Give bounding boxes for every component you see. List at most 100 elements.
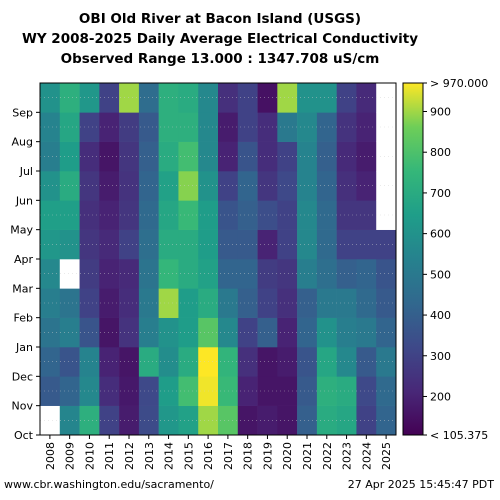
heatmap-cell: [376, 317, 397, 348]
x-tick-label: 2008: [44, 442, 57, 470]
heatmap-cell: [297, 376, 318, 406]
heatmap-cell: [79, 83, 100, 113]
heatmap-cell: [40, 317, 61, 348]
heatmap-cell: [237, 288, 258, 318]
x-tick-label: 2013: [143, 442, 156, 470]
heatmap-cell: [99, 317, 120, 348]
heatmap-cell: [277, 171, 298, 201]
heatmap-cell: [99, 112, 120, 142]
heatmap-cell: [237, 229, 258, 260]
heatmap-cell: [297, 317, 318, 348]
x-tick-label: 2012: [123, 442, 136, 470]
heatmap-cell: [119, 112, 140, 142]
heatmap-cell: [277, 288, 298, 318]
heatmap-cell: [79, 376, 100, 406]
x-tick-label: 2009: [64, 442, 77, 470]
heatmap-cell: [119, 171, 140, 201]
heatmap-cell: [119, 376, 140, 406]
heatmap-cell: [277, 347, 298, 377]
heatmap-cell: [277, 83, 298, 113]
heatmap-cell: [59, 259, 80, 289]
heatmap-cell: [297, 171, 318, 201]
y-tick-label: Oct: [14, 429, 34, 442]
heatmap-cell: [336, 171, 357, 201]
colorbar-tick-label: > 970.000: [430, 77, 488, 90]
footer-timestamp: 27 Apr 2025 15:45:47 PDT: [347, 478, 494, 491]
heatmap-cell: [316, 405, 337, 436]
heatmap-cell: [59, 83, 80, 113]
heatmap-cell: [336, 288, 357, 318]
colorbar-tick-label: 200: [430, 390, 451, 403]
heatmap-cell: [316, 83, 337, 113]
heatmap-cell: [40, 171, 61, 201]
heatmap-cell: [376, 171, 397, 201]
x-tick-label: 2024: [360, 442, 373, 470]
x-tick-label: 2021: [301, 442, 314, 470]
heatmap-cell: [356, 259, 377, 289]
heatmap-cell: [257, 405, 278, 436]
heatmap-cell: [257, 112, 278, 142]
heatmap-cell: [297, 141, 318, 172]
heatmap-cell: [119, 317, 140, 348]
x-tick-label: 2018: [242, 442, 255, 470]
heatmap-cell: [376, 288, 397, 318]
heatmap-cell: [376, 141, 397, 172]
heatmap-cell: [376, 376, 397, 406]
heatmap-cell: [336, 83, 357, 113]
x-axis-ticks: 2008 2009 2010 2011 2012 2013 2014 2015 2016 2017…: [44, 435, 393, 470]
heatmap-cell: [79, 317, 100, 348]
y-tick-label: Mar: [12, 282, 33, 295]
heatmap-cell: [277, 317, 298, 348]
heatmap-cell: [297, 83, 318, 113]
heatmap-cell: [356, 171, 377, 201]
x-tick-label: 2016: [202, 442, 215, 470]
heatmap-cell: [99, 171, 120, 201]
heatmap-cell: [40, 200, 61, 230]
heatmap-cell: [376, 112, 397, 142]
colorbar-tick-label: 600: [430, 228, 451, 241]
heatmap-cell: [79, 229, 100, 260]
heatmap-cell: [277, 259, 298, 289]
heatmap-cell: [119, 259, 140, 289]
heatmap-cell: [257, 288, 278, 318]
heatmap-cell: [316, 141, 337, 172]
heatmap-cell: [237, 317, 258, 348]
heatmap-cell: [376, 405, 397, 436]
colorbar-tick-label: 500: [430, 268, 451, 281]
x-tick-label: 2015: [182, 442, 195, 470]
heatmap-cell: [237, 259, 258, 289]
heatmap-cell: [59, 171, 80, 201]
x-tick-label: 2020: [281, 442, 294, 470]
chart-title-line-1: OBI Old River at Bacon Island (USGS): [78, 11, 362, 27]
heatmap-cell: [376, 229, 397, 260]
heatmap-cell: [119, 141, 140, 172]
heatmap-cell: [99, 229, 120, 260]
heatmap-cell: [79, 288, 100, 318]
colorbar-tick-label: 800: [430, 146, 451, 159]
heatmap-cell: [59, 376, 80, 406]
heatmap-cell: [316, 200, 337, 230]
colorbar: [402, 82, 424, 436]
heatmap-cell: [356, 229, 377, 260]
x-tick-label: 2010: [83, 442, 96, 470]
heatmap-cell: [277, 112, 298, 142]
heatmap-cell: [79, 200, 100, 230]
heatmap-cell: [99, 83, 120, 113]
heatmap-cell: [277, 405, 298, 436]
heatmap-cell: [59, 229, 80, 260]
heatmap-cell: [316, 288, 337, 318]
heatmap-cell: [257, 347, 278, 377]
chart-title-line-2: WY 2008-2025 Daily Average Electrical Co…: [21, 31, 419, 47]
heatmap-cell: [59, 288, 80, 318]
colorbar-tick-label: 300: [430, 350, 451, 363]
heatmap-cell: [237, 376, 258, 406]
heatmap-cell: [277, 376, 298, 406]
heatmap-cell: [376, 83, 397, 113]
heatmap-cell: [99, 259, 120, 289]
heatmap-cell: [237, 83, 258, 113]
y-tick-label: Sep: [12, 106, 33, 119]
heatmap-cell: [336, 347, 357, 377]
heatmap-cell: [316, 347, 337, 377]
heatmap-cell: [237, 405, 258, 436]
heatmap-cell: [79, 141, 100, 172]
